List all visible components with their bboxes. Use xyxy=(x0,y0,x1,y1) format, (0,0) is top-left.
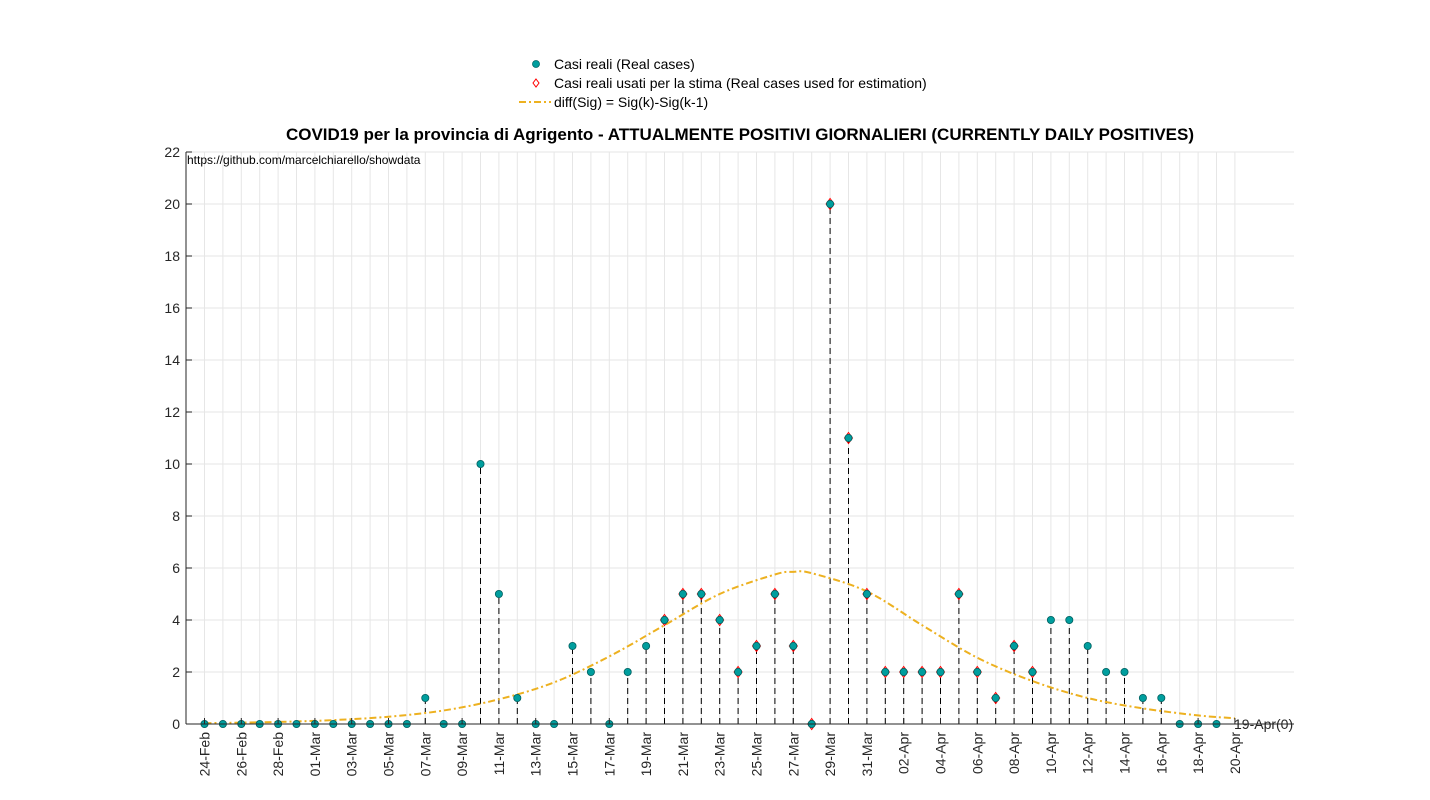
y-tick-label: 4 xyxy=(172,612,180,628)
real-case-point xyxy=(1138,694,1147,703)
x-tick-label: 12-Apr xyxy=(1080,732,1096,774)
real-case-point xyxy=(1102,668,1111,677)
x-tick-label: 28-Feb xyxy=(270,732,286,777)
x-tick-label: 14-Apr xyxy=(1117,732,1133,774)
x-tick-label: 04-Apr xyxy=(933,732,949,774)
real-case-point xyxy=(1046,616,1055,625)
y-tick-label: 6 xyxy=(172,560,180,576)
x-tick-label: 24-Feb xyxy=(197,732,213,777)
real-case-point xyxy=(1120,668,1129,677)
x-tick-label: 29-Mar xyxy=(822,732,838,777)
x-tick-label: 18-Apr xyxy=(1190,732,1206,774)
real-case-point xyxy=(734,668,743,677)
real-case-point xyxy=(826,199,835,208)
y-tick-label: 22 xyxy=(164,144,180,160)
x-tick-label: 26-Feb xyxy=(233,732,249,777)
real-case-point xyxy=(881,668,890,677)
x-tick-label: 07-Mar xyxy=(417,732,433,777)
real-case-point xyxy=(862,590,871,599)
y-tick-label: 20 xyxy=(164,196,180,212)
x-tick-label: 13-Mar xyxy=(528,732,544,777)
real-case-point xyxy=(660,616,669,625)
source-annotation: https://github.com/marcelchiarello/showd… xyxy=(187,153,421,167)
x-tick-label: 03-Mar xyxy=(344,732,360,777)
diff-sig-curve xyxy=(204,570,1235,725)
real-case-point xyxy=(844,433,853,442)
x-axis-ticks: 24-Feb 26-Feb 28-Feb 01-Mar 03-Mar 05-Mar 07-M… xyxy=(197,718,1243,776)
plot-area xyxy=(186,152,1294,724)
real-case-point xyxy=(752,642,761,651)
end-label: 19-Apr(0) xyxy=(1234,716,1293,732)
real-case-point xyxy=(1028,668,1037,677)
y-tick-label: 14 xyxy=(164,352,180,368)
real-case-point xyxy=(1065,616,1074,625)
real-case-point xyxy=(991,694,1000,703)
x-tick-label: 02-Apr xyxy=(896,732,912,774)
y-tick-label: 2 xyxy=(172,664,180,680)
y-tick-label: 0 xyxy=(172,716,180,732)
x-tick-label: 09-Mar xyxy=(454,732,470,777)
y-tick-label: 12 xyxy=(164,404,180,420)
real-case-point xyxy=(421,694,430,703)
legend-estimation-marker xyxy=(532,78,540,88)
real-case-point xyxy=(623,668,632,677)
y-axis-ticks: 0 2 4 6 8 10 12 14 16 18 20 22 xyxy=(164,144,192,732)
y-tick-label: 8 xyxy=(172,508,180,524)
legend: Casi reali (Real cases) Casi reali usati… xyxy=(519,56,927,110)
x-tick-label: 01-Mar xyxy=(307,732,323,777)
real-case-point xyxy=(789,642,798,651)
real-case-point xyxy=(1083,642,1092,651)
real-case-point xyxy=(494,590,503,599)
real-case-point xyxy=(586,668,595,677)
x-tick-label: 23-Mar xyxy=(712,732,728,777)
real-case-point xyxy=(678,590,687,599)
x-tick-label: 17-Mar xyxy=(601,732,617,777)
y-tick-label: 18 xyxy=(164,248,180,264)
real-case-point xyxy=(513,694,522,703)
stems xyxy=(424,204,1162,724)
x-tick-label: 10-Apr xyxy=(1043,732,1059,774)
real-case-point xyxy=(697,590,706,599)
real-case-point xyxy=(936,668,945,677)
real-case-point xyxy=(476,459,485,468)
y-tick-label: 10 xyxy=(164,456,180,472)
x-tick-label: 21-Mar xyxy=(675,732,691,777)
real-case-point xyxy=(918,668,927,677)
x-tick-label: 08-Apr xyxy=(1006,732,1022,774)
real-case-point xyxy=(770,590,779,599)
x-tick-label: 16-Apr xyxy=(1153,732,1169,774)
real-case-point xyxy=(568,642,577,651)
x-tick-label: 05-Mar xyxy=(381,732,397,777)
legend-estimation-label: Casi reali usati per la stima (Real case… xyxy=(554,75,927,91)
real-case-point xyxy=(1010,642,1019,651)
real-case-point xyxy=(715,616,724,625)
real-case-point xyxy=(642,642,651,651)
x-tick-label: 31-Mar xyxy=(859,732,875,777)
x-tick-label: 27-Mar xyxy=(785,732,801,777)
chart-title: COVID19 per la provincia di Agrigento - … xyxy=(286,125,1194,144)
x-tick-label: 15-Mar xyxy=(565,732,581,777)
real-case-point xyxy=(973,668,982,677)
x-tick-label: 19-Mar xyxy=(638,732,654,777)
legend-real-cases-label: Casi reali (Real cases) xyxy=(554,56,695,72)
real-case-point xyxy=(954,590,963,599)
x-tick-label: 25-Mar xyxy=(749,732,765,777)
x-tick-label: 11-Mar xyxy=(491,732,507,776)
real-case-point xyxy=(1157,694,1166,703)
real-case-point xyxy=(899,668,908,677)
legend-real-cases-marker xyxy=(532,60,540,68)
y-tick-label: 16 xyxy=(164,300,180,316)
legend-curve-label: diff(Sig) = Sig(k)-Sig(k-1) xyxy=(554,94,708,110)
x-tick-label: 06-Apr xyxy=(969,732,985,774)
x-tick-label: 20-Apr xyxy=(1227,732,1243,774)
